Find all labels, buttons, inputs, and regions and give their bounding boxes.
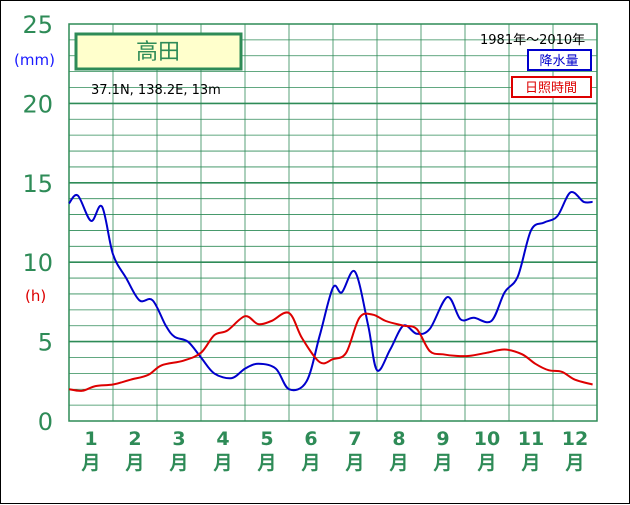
legend-sunshine-box [511, 76, 592, 98]
legend-sunshine-label: 日照時間 [525, 81, 577, 96]
month-unit: 月 [300, 452, 320, 474]
month-unit: 月 [432, 452, 452, 474]
month-unit: 月 [344, 452, 364, 474]
month-unit: 月 [80, 452, 100, 474]
month-number: 4 [216, 428, 229, 450]
series-lines [68, 190, 593, 392]
month-number: 3 [172, 428, 185, 450]
month-number: 7 [348, 428, 361, 450]
unit-h-label: (h) [25, 287, 46, 305]
location-text: 37.1N, 138.2E, 13m [91, 83, 221, 98]
month-number: 11 [518, 428, 544, 450]
title-box [74, 32, 243, 71]
month-unit: 月 [124, 452, 144, 474]
month-number: 10 [474, 428, 500, 450]
month-unit: 月 [388, 452, 408, 474]
y-tick-label: 20 [22, 90, 53, 118]
station-title: 高田 [136, 40, 180, 65]
y-tick-label: 15 [22, 170, 53, 198]
month-number: 6 [304, 428, 317, 450]
y-axis-ticks: 0 5 10 15 20 25 [22, 11, 53, 436]
month-number: 12 [562, 428, 588, 450]
month-unit: 月 [520, 452, 540, 474]
unit-mm-label: (mm) [14, 51, 55, 69]
y-tick-label: 25 [22, 11, 53, 39]
legend-precip-label: 降水量 [539, 54, 578, 69]
period-text: 1981年～2010年 [480, 33, 585, 48]
y-tick-label: 5 [38, 329, 53, 357]
month-unit: 月 [256, 452, 276, 474]
month-unit: 月 [564, 452, 584, 474]
legend-precip-box [527, 49, 592, 71]
month-unit: 月 [168, 452, 188, 474]
month-number: 2 [128, 428, 141, 450]
y-tick-label: 10 [22, 249, 53, 277]
sunshine-line [68, 311, 593, 392]
month-number: 9 [436, 428, 449, 450]
month-number: 8 [392, 428, 405, 450]
y-tick-label: 0 [38, 408, 53, 436]
precipitation-line [68, 190, 593, 392]
month-number: 5 [260, 428, 273, 450]
month-number: 1 [84, 428, 97, 450]
month-unit: 月 [212, 452, 232, 474]
month-unit: 月 [476, 452, 496, 474]
